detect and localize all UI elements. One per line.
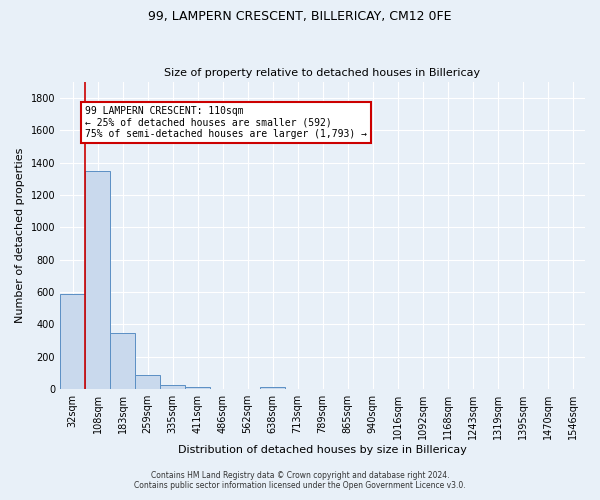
Bar: [135, 374, 160, 389]
Text: 99, LAMPERN CRESCENT, BILLERICAY, CM12 0FE: 99, LAMPERN CRESCENT, BILLERICAY, CM12 0…: [148, 10, 452, 23]
Text: 99 LAMPERN CRESCENT: 110sqm
← 25% of detached houses are smaller (592)
75% of se: 99 LAMPERN CRESCENT: 110sqm ← 25% of det…: [85, 106, 367, 139]
Text: Contains HM Land Registry data © Crown copyright and database right 2024.
Contai: Contains HM Land Registry data © Crown c…: [134, 470, 466, 490]
Title: Size of property relative to detached houses in Billericay: Size of property relative to detached ho…: [164, 68, 481, 78]
Bar: [185, 387, 210, 389]
Y-axis label: Number of detached properties: Number of detached properties: [15, 148, 25, 323]
Bar: [260, 387, 285, 389]
Bar: [110, 332, 135, 389]
X-axis label: Distribution of detached houses by size in Billericay: Distribution of detached houses by size …: [178, 445, 467, 455]
Bar: [85, 170, 110, 389]
Bar: [60, 294, 85, 389]
Bar: [160, 384, 185, 389]
